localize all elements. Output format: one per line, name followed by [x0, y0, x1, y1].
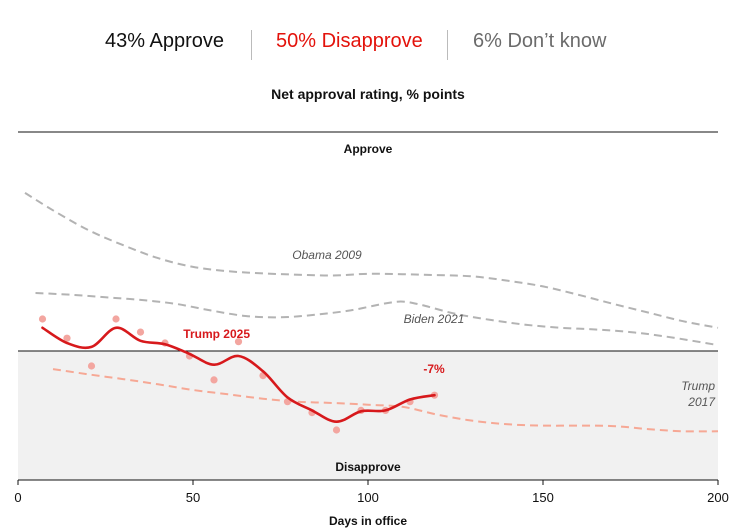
x-tick-label: 50 [186, 490, 200, 505]
disapprove-region-label: Disapprove [335, 460, 401, 474]
chart-title: Net approval rating, % points [271, 86, 465, 102]
legend-disapprove: 50% Disapprove [276, 30, 423, 52]
x-tick-label: 100 [357, 490, 379, 505]
poll-dot [332, 426, 341, 434]
legend-divider [447, 30, 448, 60]
legend-approve: 43% Approve [105, 30, 224, 52]
label-biden-2021: Biden 2021 [404, 312, 465, 326]
poll-dot [112, 315, 120, 323]
legend-dont-know: 6% Don’t know [473, 30, 607, 52]
disapprove-region [18, 351, 718, 480]
label-latest-value: -7% [423, 362, 445, 376]
series-line-trump-2025 [41, 326, 436, 424]
poll-dot [136, 328, 145, 336]
poll-dot [210, 376, 218, 384]
x-tick-label: 0 [14, 490, 21, 505]
series-lines [24, 192, 719, 433]
x-axis-title: Days in office [329, 514, 407, 528]
poll-dot [63, 334, 71, 342]
poll-dot [38, 315, 47, 323]
x-axis-ticks: 0 50 100 150 200 [14, 480, 729, 505]
label-trump-2025: Trump 2025 [183, 327, 250, 341]
poll-dot [87, 362, 96, 370]
series-line-obama-2009 [24, 192, 719, 329]
label-obama-2009: Obama 2009 [292, 248, 362, 262]
poll-dot [234, 338, 243, 346]
approve-region-label: Approve [344, 142, 393, 156]
label-trump-2017-line1: Trump [681, 379, 715, 393]
legend-divider [251, 30, 252, 60]
data-dots [38, 315, 439, 434]
series-line-biden-2021 [35, 292, 719, 347]
x-tick-label: 150 [532, 490, 554, 505]
series-line-trump-2017 [52, 368, 719, 433]
label-trump-2017-line2: 2017 [687, 395, 716, 409]
x-tick-label: 200 [707, 490, 729, 505]
legend: 43% Approve 50% Disapprove 6% Don’t know [0, 30, 736, 60]
